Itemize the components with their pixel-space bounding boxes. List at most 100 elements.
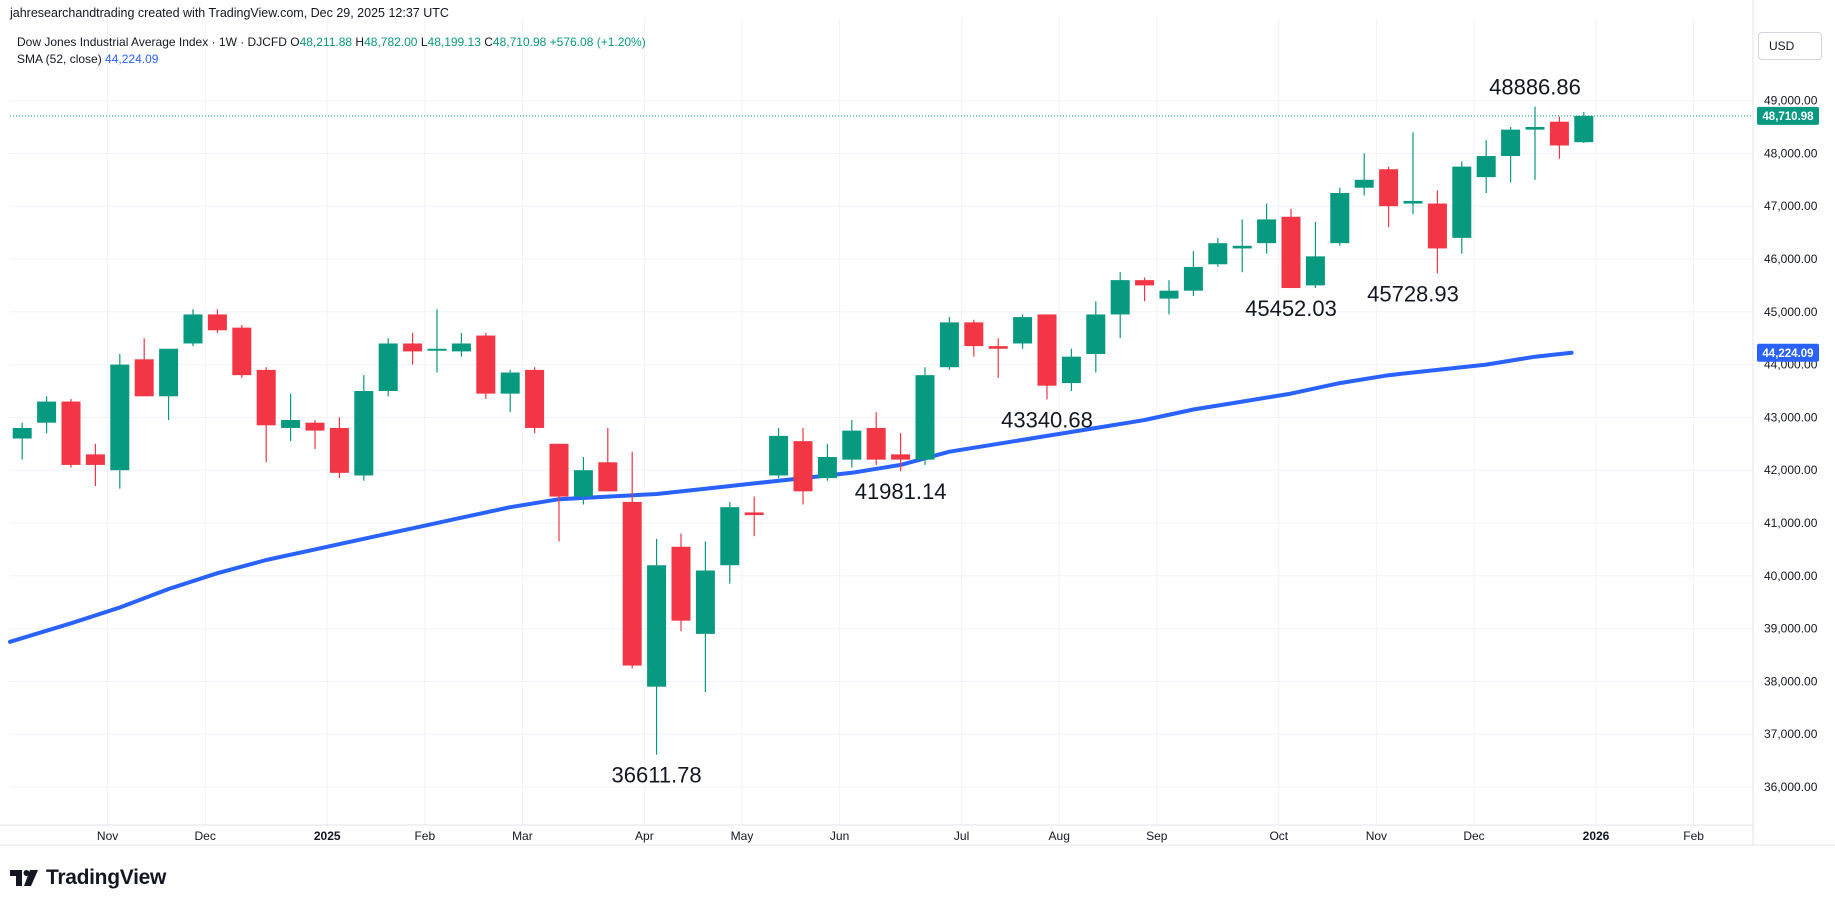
candle-body [817,457,837,479]
candle [915,367,935,465]
price-annotation: 43340.68 [1001,407,1093,432]
legend-sma-label[interactable]: SMA (52, close) [17,52,102,66]
price-axis[interactable]: 36,000.00 37,000.00 38,000.00 39,000.00 40,0… [1752,0,1819,845]
candle [207,309,227,333]
sma-line-layer [8,350,1574,644]
candle [500,369,520,413]
x-tick-label: Nov [97,829,118,843]
candle-body [451,343,471,352]
y-tick-label: 46,000.00 [1764,252,1818,266]
x-tick-label: Feb [414,829,435,843]
candle-body [1232,245,1252,249]
candle [1013,314,1033,349]
candle-body [183,314,203,344]
candle-body [1476,156,1496,178]
candle-body [744,512,764,516]
candle [451,332,471,357]
y-tick-label: 49,000.00 [1764,94,1818,108]
candle-body [134,359,154,397]
candle [720,501,740,584]
candle [695,541,715,692]
candle [769,427,789,479]
candle [12,422,32,460]
candle-body [329,427,349,473]
candle [1159,280,1179,315]
candle-body [37,401,57,423]
candle-body [1183,266,1203,291]
candle [1379,166,1399,228]
candles-layer [12,106,1594,755]
y-tick-label: 42,000.00 [1764,463,1818,477]
y-tick-label: 43,000.00 [1764,410,1818,424]
time-axis[interactable]: Nov Dec 2025 Feb Mar Apr May Jun Jul Aug Sep Oct Nov… [0,824,1835,846]
candle [1452,161,1472,254]
candle-body [1110,280,1130,315]
candle-body [964,322,984,347]
candle [1476,140,1496,193]
candle [378,338,398,397]
x-tick-label: Sep [1146,829,1168,843]
candle-body [1086,314,1106,355]
candle [647,538,667,755]
x-tick-label: Dec [195,829,216,843]
candle [891,433,911,472]
candle-body [891,454,911,460]
candle-body [500,372,520,394]
candle-body [1574,115,1594,143]
candle [1330,187,1350,246]
x-tick-label: Apr [635,829,654,843]
candle-body [720,507,740,566]
candle-body [793,441,813,492]
candle-body [159,348,179,397]
candle-body [598,462,618,492]
candle-body [256,369,276,426]
candle-body [1549,121,1569,146]
candle [622,451,642,669]
candle [134,338,154,397]
candle [1208,237,1228,267]
sma-price-label-text: 44,224.09 [1762,348,1813,360]
candle [1281,208,1301,289]
candle-body [1305,256,1325,286]
legend-close-value: 48,710.98 [492,35,547,49]
tradingview-logo-text: TradingView [46,866,167,889]
candle-body [622,501,642,666]
candle [61,398,81,468]
candle [939,317,959,370]
candle [110,354,130,489]
candle-body [549,443,569,497]
candle [1574,112,1594,143]
candle-body [1427,203,1447,249]
legend-symbol[interactable]: Dow Jones Industrial Average Index · 1W … [17,35,287,49]
candle-body [403,343,423,352]
candle [1354,153,1374,196]
last-price-label: 48,710.98 [1757,106,1819,125]
candle [1061,348,1081,391]
candle-body [1452,166,1472,238]
candle-body [1037,314,1057,386]
tradingview-logo-icon [10,870,38,886]
candle-body [476,335,496,394]
currency-selector[interactable]: USD [1758,32,1822,60]
candle [85,443,105,487]
annotations-layer: 48886.86 45728.93 45452.03 43340.68 41981.14… [612,75,1581,788]
x-tick-label: Nov [1366,829,1387,843]
candle [842,420,862,468]
legend-sma-row: SMA (52, close) 44,224.09 [17,51,646,68]
candle [305,420,325,450]
candle-body [1501,129,1521,157]
x-tick-label: Dec [1463,829,1484,843]
candle-body [1061,356,1081,384]
candle-body [232,327,252,376]
x-tick-label: May [731,829,754,843]
candle [1183,251,1203,296]
candle [988,338,1008,378]
candle-body [1208,243,1228,265]
price-annotation: 41981.14 [855,479,947,504]
x-tick-label: Oct [1269,829,1288,843]
candle [354,375,374,481]
candle [427,309,447,373]
candle [329,417,349,479]
sma-price-label-bg [1757,343,1819,362]
